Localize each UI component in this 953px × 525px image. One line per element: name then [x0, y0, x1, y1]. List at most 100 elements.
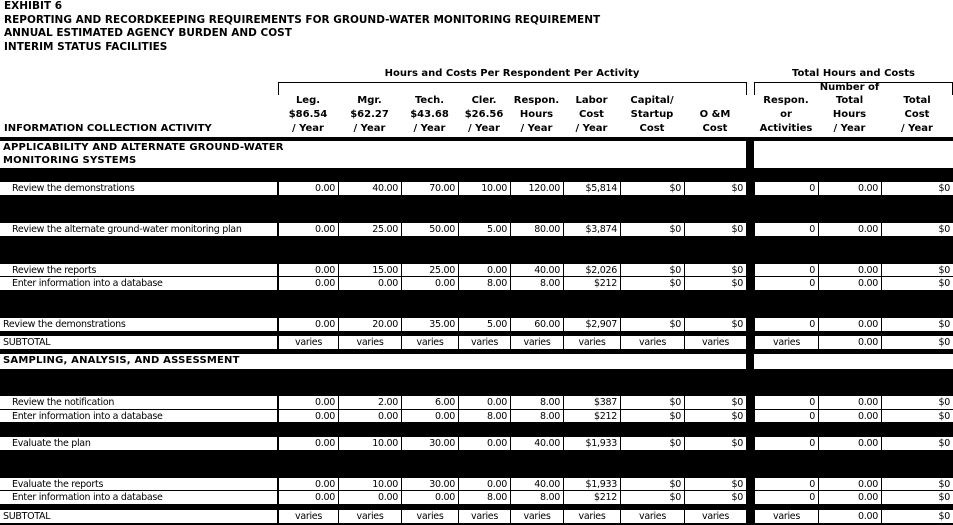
table-cell: 0.00	[819, 510, 881, 523]
table-cell: $0	[882, 510, 953, 523]
table-cell: $0	[621, 182, 684, 195]
table-cell: $0	[882, 396, 953, 409]
table-cell: $0	[621, 264, 684, 276]
table-cell: 0.00	[402, 277, 458, 290]
table-cell: varies	[564, 336, 620, 349]
table-cell: 8.00	[511, 410, 563, 422]
table-cell: 30.00	[402, 437, 458, 450]
table-cell: varies	[685, 336, 746, 349]
activity-label: Enter information into a database	[0, 410, 277, 422]
table-cell: 120.00	[511, 182, 563, 195]
table-cell: 0.00	[819, 478, 881, 490]
table-cell: 0.00	[819, 410, 881, 422]
table-cell: 30.00	[402, 478, 458, 490]
table-cell: 0	[755, 264, 818, 276]
section-heading: APPLICABILITY AND ALTERNATE GROUND-WATER…	[0, 141, 746, 168]
table-cell: 0.00	[339, 491, 401, 504]
table-cell: 6.00	[402, 396, 458, 409]
column-header: INFORMATION COLLECTION ACTIVITY	[4, 123, 212, 134]
table-cell: varies	[755, 510, 818, 523]
exhibit-subtitle: ANNUAL ESTIMATED AGENCY BURDEN AND COST	[4, 27, 292, 39]
table-cell: 8.00	[459, 491, 510, 504]
number-of-label: Number of	[819, 82, 880, 93]
activity-label: Review the notification	[0, 396, 277, 409]
table-cell: 0.00	[279, 277, 338, 290]
column-header: Leg. $86.54/ Year	[288, 95, 328, 134]
table-cell: 8.00	[459, 410, 510, 422]
table-cell: 0.00	[819, 318, 881, 331]
table-cell: varies	[511, 336, 563, 349]
table-cell: $0	[685, 478, 746, 490]
activity-label: Review the reports	[0, 264, 277, 276]
activity-label: Review the alternate ground-water monito…	[0, 223, 277, 236]
exhibit-title: REPORTING AND RECORDKEEPING REQUIREMENTS…	[4, 13, 601, 26]
table-cell: 0.00	[459, 396, 510, 409]
table-cell: 0.00	[279, 437, 338, 450]
table-cell: $387	[564, 396, 620, 409]
table-cell: 70.00	[402, 182, 458, 195]
table-cell: 0.00	[402, 491, 458, 504]
table-cell: 0.00	[819, 437, 881, 450]
activity-label: Enter information into a database	[0, 491, 277, 504]
table-cell: 40.00	[339, 182, 401, 195]
table-cell: 0	[755, 478, 818, 490]
table-cell: $0	[882, 437, 953, 450]
column-header: Mgr. $62.27/ Year	[350, 95, 389, 134]
table-cell: 0	[755, 318, 818, 331]
table-cell: $0	[882, 491, 953, 504]
table-cell: 2.00	[339, 396, 401, 409]
activity-label: Enter information into a database	[0, 277, 277, 290]
table-cell: $0	[882, 410, 953, 422]
table-cell: 25.00	[339, 223, 401, 236]
table-cell: 50.00	[402, 223, 458, 236]
table-cell: varies	[459, 510, 510, 523]
table-cell: 80.00	[511, 223, 563, 236]
table-cell: 0.00	[402, 410, 458, 422]
section-heading-totals-blank	[754, 354, 953, 369]
table-cell: 0	[755, 491, 818, 504]
exhibit-scope: INTERIM STATUS FACILITIES	[4, 40, 168, 53]
table-cell: 0.00	[819, 182, 881, 195]
subtotal-label: SUBTOTAL	[0, 336, 277, 349]
table-cell: $0	[621, 318, 684, 331]
table-cell: 0.00	[279, 223, 338, 236]
table-cell: varies	[402, 510, 458, 523]
table-cell: $5,814	[564, 182, 620, 195]
column-header: Total Hours / Year	[832, 95, 867, 134]
table-cell: $2,026	[564, 264, 620, 276]
table-cell: $0	[882, 277, 953, 290]
table-cell: 0.00	[819, 396, 881, 409]
table-cell: 8.00	[511, 396, 563, 409]
table-cell: 0.00	[819, 491, 881, 504]
table-cell: $1,933	[564, 478, 620, 490]
table-cell: 0	[755, 396, 818, 409]
table-cell: $212	[564, 491, 620, 504]
table-cell: $1,933	[564, 437, 620, 450]
table-cell: 0	[755, 182, 818, 195]
table-cell: 0.00	[279, 318, 338, 331]
table-cell: varies	[511, 510, 563, 523]
column-header: Capital/Startup Cost	[630, 95, 674, 134]
table-cell: 0.00	[279, 182, 338, 195]
table-cell: $0	[621, 410, 684, 422]
table-cell: varies	[279, 336, 338, 349]
activity-label: Review the demonstrations	[0, 318, 277, 331]
table-cell: $212	[564, 277, 620, 290]
table-cell: 0.00	[279, 478, 338, 490]
table-cell: 40.00	[511, 478, 563, 490]
table-cell: $0	[685, 437, 746, 450]
table-cell: varies	[402, 336, 458, 349]
table-cell: $0	[685, 491, 746, 504]
column-header: Cler. $26.56/ Year	[464, 95, 504, 134]
table-cell: 0.00	[819, 264, 881, 276]
table-cell: $0	[621, 277, 684, 290]
table-cell: $0	[882, 318, 953, 331]
table-cell: 0.00	[459, 264, 510, 276]
table-cell: 0.00	[279, 396, 338, 409]
table-cell: $0	[882, 223, 953, 236]
table-cell: $0	[882, 336, 953, 349]
table-cell: 10.00	[339, 478, 401, 490]
table-cell: 5.00	[459, 223, 510, 236]
table-cell: 8.00	[511, 491, 563, 504]
